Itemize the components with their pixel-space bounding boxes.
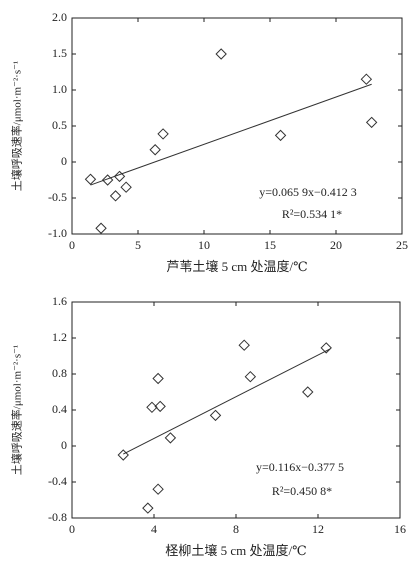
data-point: [365, 116, 378, 129]
data-point: [302, 386, 314, 398]
data-point: [113, 170, 126, 183]
y-tick-label: 1.5: [52, 46, 67, 60]
plot-frame: [71, 17, 403, 235]
x-tick-label: 16: [394, 522, 406, 536]
y-tick-label: -1.0: [48, 226, 67, 240]
x-tick-label: 8: [233, 522, 239, 536]
annotation: R²=0.450 8*: [272, 484, 332, 498]
y-axis-label: 土壤呼吸速率/μmol·m⁻²·s⁻¹: [10, 61, 24, 191]
data-point: [215, 48, 227, 60]
x-axis-label: 芦苇土壤 5 cm 处温度/℃: [166, 259, 307, 274]
x-tick-label: 20: [330, 238, 342, 252]
data-point: [109, 190, 122, 202]
y-axis-label: 土壤呼吸速率/μmol·m⁻²·s⁻¹: [10, 345, 24, 475]
chart: 0 4 8 12 16 -0.8 -0.4 0 0.4 0.8 1.2 1.6 柽柳土壤 5 cm 处温…: [10, 294, 406, 558]
y-tick-label: 0.5: [52, 118, 67, 132]
annotation: R²=0.534 1*: [282, 207, 342, 221]
annotation: y=0.065 9x−0.412 3: [259, 185, 357, 199]
data-point: [360, 73, 373, 85]
y-tick-label: 2.0: [52, 10, 67, 24]
data-point: [274, 129, 287, 142]
fit-line: [123, 348, 331, 455]
x-tick-label: 4: [151, 522, 157, 536]
y-tick-label: 1.6: [52, 294, 67, 308]
x-tick-label: 0: [69, 522, 75, 536]
data-point: [154, 400, 166, 413]
data-point: [152, 483, 164, 495]
data-point: [149, 144, 161, 156]
x-tick-label: 0: [69, 238, 75, 252]
y-tick-label: 0: [61, 154, 67, 168]
data-point: [95, 222, 107, 234]
y-tick-label: -0.4: [48, 474, 67, 488]
data-point: [84, 173, 97, 185]
y-tick-label: 1.0: [52, 82, 67, 96]
x-axis-label: 柽柳土壤 5 cm 处温度/℃: [165, 543, 306, 558]
plot-frame: [71, 301, 401, 519]
y-tick-label: 0: [61, 438, 67, 452]
y-tick-label: 1.2: [52, 330, 67, 344]
y-tick-label: 0.4: [52, 402, 67, 416]
x-tick-label: 12: [312, 522, 324, 536]
data-point: [117, 449, 129, 461]
y-tick-label: -0.5: [48, 190, 67, 204]
annotation: y=0.116x−0.377 5: [256, 460, 344, 474]
data-point: [320, 342, 332, 354]
y-tick-label: 0.8: [52, 366, 67, 380]
fit-line: [90, 83, 372, 186]
data-point: [164, 432, 177, 444]
chart: 0 5 10 15 20 25 -1.0 -0.5 0 0.5 1.0 1.5 2.0 芦苇土壤 5 cm…: [10, 10, 408, 274]
data-point: [152, 372, 164, 385]
data-point: [120, 181, 132, 193]
data-point: [101, 174, 114, 186]
x-tick-label: 15: [264, 238, 276, 252]
x-tick-label: 25: [396, 238, 408, 252]
y-tick-label: -0.8: [48, 510, 67, 524]
data-point: [244, 370, 257, 383]
x-tick-label: 10: [198, 238, 210, 252]
data-point: [209, 409, 222, 422]
data-point: [157, 128, 169, 140]
data-point: [238, 339, 250, 351]
data-point: [142, 502, 154, 514]
x-tick-label: 5: [135, 238, 141, 252]
